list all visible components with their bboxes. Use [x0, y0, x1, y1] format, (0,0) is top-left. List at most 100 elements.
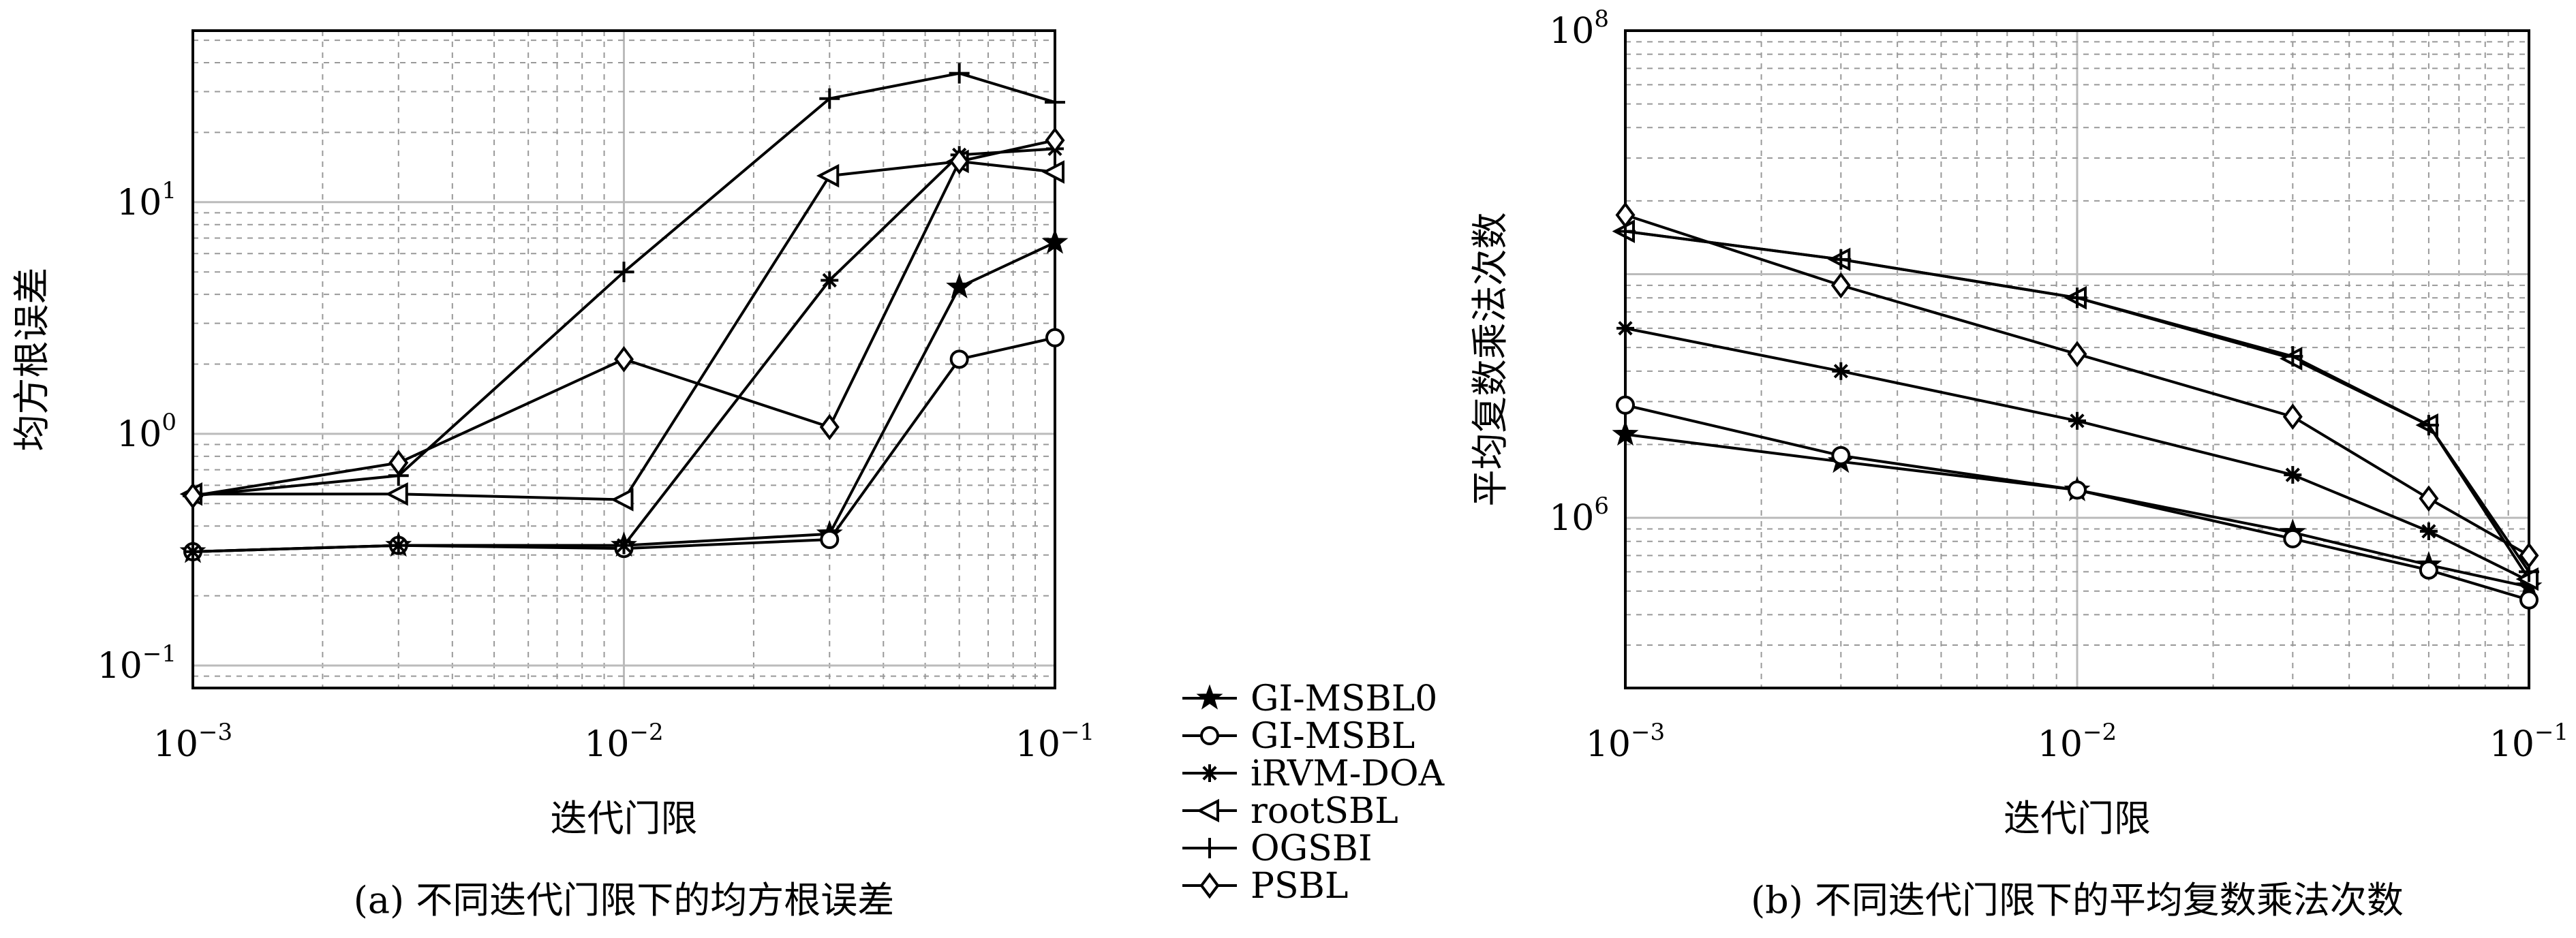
series-GI-MSBL	[1616, 395, 2539, 610]
tick-label-exponent: 0	[162, 409, 177, 436]
data-point	[2283, 529, 2303, 548]
circle-marker	[1831, 445, 1851, 465]
triangle-left-marker	[1196, 798, 1219, 823]
tick-label-base: 10	[1015, 724, 1060, 765]
diamond-marker	[819, 413, 840, 441]
tick-label-base: 10	[97, 646, 142, 687]
diamond-marker	[949, 148, 970, 175]
circle-marker	[2068, 480, 2087, 500]
legend-label: GI-MSBL0	[1251, 678, 1437, 719]
data-point	[949, 148, 970, 175]
asterisk-marker-stroke	[391, 538, 406, 553]
data-point	[1041, 228, 1069, 254]
data-point	[1615, 202, 1636, 228]
data-point	[1045, 127, 1065, 154]
tick-label-base: 10	[117, 183, 162, 223]
data-point	[2519, 542, 2539, 569]
tick-label: 10−1	[2489, 719, 2569, 765]
data-point	[2284, 466, 2302, 484]
x-axis-title: 迭代门限	[2004, 797, 2151, 840]
data-point	[2519, 590, 2539, 610]
tick-label: 10−1	[1015, 719, 1094, 765]
tick-label-exponent: −1	[2534, 719, 2569, 746]
tick-label-exponent: 6	[1594, 493, 1609, 520]
data-point	[613, 262, 634, 283]
triangle-left-marker	[816, 163, 840, 188]
tick-label: 101	[117, 177, 177, 223]
diamond-marker	[1615, 202, 1636, 228]
data-point	[1831, 445, 1851, 465]
tick-label-exponent: 1	[162, 177, 177, 204]
circle-marker	[1045, 328, 1064, 347]
grid	[191, 31, 1056, 689]
data-point	[820, 529, 840, 549]
data-point	[615, 536, 633, 554]
diamond-marker	[2419, 485, 2439, 512]
triangle-left-marker	[385, 482, 408, 506]
data-point	[2419, 485, 2439, 512]
asterisk-marker-stroke	[616, 538, 632, 553]
triangle-left-marker	[1041, 160, 1064, 184]
series-line	[1625, 230, 2530, 573]
legend-entry: GI-MSBL0	[1182, 678, 1437, 719]
diamond-marker	[2067, 341, 2087, 368]
legend-entry: PSBL	[1182, 866, 1348, 907]
tick-label-base: 10	[584, 724, 629, 765]
circle-marker	[2283, 529, 2303, 548]
data-point	[1832, 362, 1850, 380]
series-line	[192, 72, 1056, 497]
diamond-marker	[2282, 403, 2303, 431]
circle-marker	[1200, 726, 1219, 745]
circle-marker	[949, 349, 969, 369]
legend-label: iRVM-DOA	[1251, 753, 1445, 794]
tick-label-exponent: 8	[1594, 5, 1609, 33]
diamond-marker	[1199, 872, 1220, 899]
diamond-marker	[2519, 542, 2539, 569]
tick-label: 108	[1549, 5, 1609, 52]
data-point	[949, 349, 969, 369]
data-point	[614, 345, 634, 373]
legend-label: OGSBI	[1251, 828, 1373, 869]
asterisk-marker-stroke	[1833, 364, 1848, 379]
tick-label-base: 10	[2038, 724, 2083, 765]
tick-label: 10−1	[97, 640, 177, 687]
y-axis-title: 均方根误差	[10, 268, 53, 452]
plot-frame	[191, 29, 1056, 689]
diamond-marker	[614, 345, 634, 373]
data-point	[946, 272, 973, 299]
legend-entry: GI-MSBL	[1182, 716, 1415, 757]
data-point	[385, 482, 408, 506]
data-point	[184, 542, 202, 561]
x-tick-labels: 10−3 10−2 10−1	[1586, 719, 2569, 765]
diamond-marker	[1045, 127, 1065, 154]
tick-label: 10−2	[2038, 719, 2117, 765]
data-point	[2282, 346, 2303, 367]
series-line	[1625, 213, 2530, 557]
star-marker	[1196, 684, 1223, 710]
data-point	[2067, 341, 2087, 368]
data-point	[2068, 480, 2087, 500]
legend-entry: OGSBI	[1182, 828, 1373, 869]
circle-marker	[2419, 560, 2438, 580]
data-point	[821, 271, 839, 290]
plot-frame	[1624, 29, 2530, 689]
data-point	[949, 63, 970, 84]
legend-marker	[1199, 838, 1220, 858]
asterisk-marker-stroke	[2421, 524, 2436, 539]
asterisk-marker-stroke	[1202, 766, 1217, 781]
data-point	[1041, 160, 1064, 184]
series-line	[193, 159, 1056, 501]
series-PSBL	[183, 127, 1065, 510]
x-tick-labels: 10−3 10−2 10−1	[153, 719, 1094, 765]
data-point	[1830, 249, 1852, 270]
circle-marker	[1616, 395, 1635, 415]
tick-label: 10−3	[1586, 719, 1665, 765]
data-point	[816, 163, 840, 188]
tick-label-base: 10	[1549, 11, 1594, 52]
diamond-marker	[1830, 272, 1851, 299]
tick-label: 10−3	[153, 719, 232, 765]
tick-label-base: 10	[117, 414, 162, 455]
legend-marker	[1196, 684, 1223, 710]
